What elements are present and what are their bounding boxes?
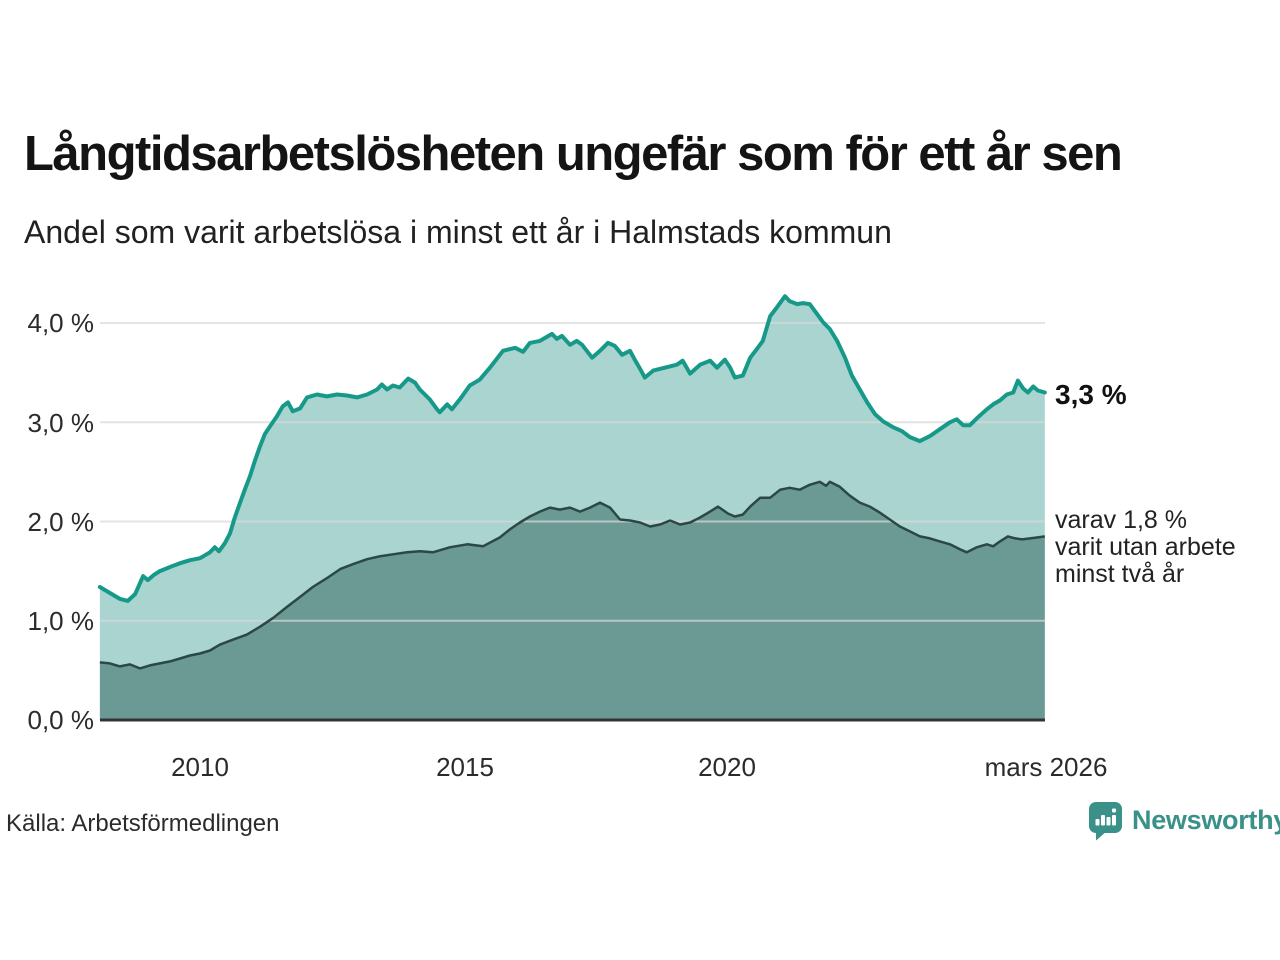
y-tick-1: 1,0 % xyxy=(27,606,95,636)
annotation-breakdown: varav 1,8 % varit utan arbete minst två … xyxy=(1055,507,1236,588)
gridlines xyxy=(100,322,1045,622)
x-tick-2020: 2020 xyxy=(698,752,756,782)
page-subtitle: Andel som varit arbetslösa i minst ett å… xyxy=(24,214,892,250)
brand-logo: Newsworthy xyxy=(1088,801,1280,841)
annotation-breakdown-line2: varit utan arbete xyxy=(1055,533,1236,561)
y-tick-3: 3,0 % xyxy=(27,408,95,438)
newsworthy-bubble-chart-icon xyxy=(1089,802,1122,841)
x-tick-2015: 2015 xyxy=(436,752,494,782)
annotation-total-value: 3,3 % xyxy=(1055,379,1127,410)
brand-name: Newsworthy xyxy=(1132,805,1280,835)
page-title: Långtidsarbetslösheten ungefär som för e… xyxy=(24,127,1123,181)
x-tick-mars-2026: mars 2026 xyxy=(984,752,1108,782)
line-one-year xyxy=(97,294,1047,603)
annotation-breakdown-line3: minst två år xyxy=(1055,560,1185,588)
annotation-breakdown-line1: varav 1,8 % xyxy=(1055,506,1188,534)
x-tick-2010: 2010 xyxy=(171,752,229,782)
line-two-years xyxy=(99,480,1045,670)
y-tick-2: 2,0 % xyxy=(27,507,95,537)
source-label: Källa: Arbetsförmedlingen xyxy=(6,810,280,837)
y-tick-0: 0,0 % xyxy=(27,705,95,735)
area-fill-two-years xyxy=(99,481,1045,720)
y-tick-4: 4,0 % xyxy=(27,308,95,338)
